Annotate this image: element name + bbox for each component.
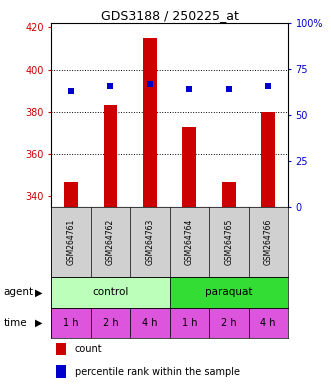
Text: time: time (3, 318, 27, 328)
Text: 2 h: 2 h (103, 318, 118, 328)
Bar (261, 112, 275, 207)
Bar (91, 308, 130, 338)
Bar (169, 308, 209, 338)
Bar (222, 182, 236, 207)
Text: 2 h: 2 h (221, 318, 237, 328)
Bar (104, 106, 118, 207)
Bar (249, 308, 288, 338)
Bar (130, 308, 169, 338)
Bar (56, 343, 67, 355)
Point (187, 86, 192, 92)
Bar (64, 182, 78, 207)
Text: paraquat: paraquat (205, 287, 253, 297)
Text: GSM264766: GSM264766 (264, 219, 273, 265)
Text: 4 h: 4 h (142, 318, 158, 328)
Text: GSM264763: GSM264763 (145, 219, 155, 265)
Title: GDS3188 / 250225_at: GDS3188 / 250225_at (101, 9, 239, 22)
Bar (51, 277, 169, 308)
Bar (209, 308, 249, 338)
Point (147, 81, 153, 88)
Point (108, 83, 113, 89)
Text: agent: agent (3, 287, 33, 297)
Text: ▶: ▶ (35, 287, 43, 297)
Text: 1 h: 1 h (63, 318, 79, 328)
Bar (143, 38, 157, 207)
Text: control: control (92, 287, 129, 297)
Bar (51, 308, 91, 338)
Text: GSM264765: GSM264765 (224, 219, 233, 265)
Point (69, 88, 74, 94)
Point (226, 86, 231, 92)
Point (265, 83, 271, 89)
Text: percentile rank within the sample: percentile rank within the sample (75, 367, 240, 377)
Text: count: count (75, 344, 103, 354)
Bar (169, 277, 288, 308)
Text: GSM264764: GSM264764 (185, 219, 194, 265)
Bar (56, 366, 67, 378)
Text: ▶: ▶ (35, 318, 43, 328)
Bar (182, 127, 196, 207)
Text: GSM264761: GSM264761 (67, 219, 75, 265)
Text: 4 h: 4 h (260, 318, 276, 328)
Text: 1 h: 1 h (182, 318, 197, 328)
Text: GSM264762: GSM264762 (106, 219, 115, 265)
